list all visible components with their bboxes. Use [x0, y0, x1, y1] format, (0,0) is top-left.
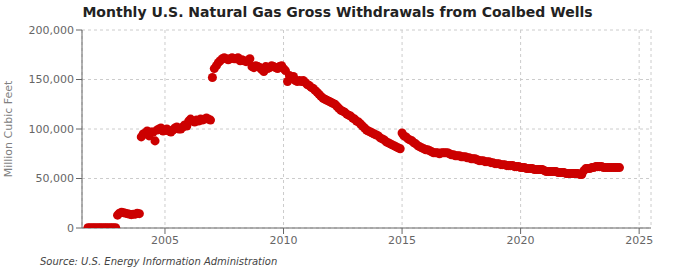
svg-text:50,000: 50,000 — [36, 172, 75, 185]
svg-text:200,000: 200,000 — [29, 24, 75, 37]
html-text:Source: U.S. Energy Informatio: Source: U.S. Energy Information Administ… — [40, 256, 278, 267]
svg-text:2005: 2005 — [151, 234, 179, 247]
html-text:Monthly U.S. Natural Gas Gross: Monthly U.S. Natural Gas Gross Withdrawa… — [82, 4, 593, 20]
svg-text:150,000: 150,000 — [29, 73, 75, 86]
svg-text:Million Cubic Feet: Million Cubic Feet — [2, 80, 15, 177]
svg-text:2010: 2010 — [270, 234, 298, 247]
svg-text:0: 0 — [67, 222, 74, 235]
svg-text:2015: 2015 — [388, 234, 416, 247]
svg-text:2025: 2025 — [625, 234, 653, 247]
svg-text:100,000: 100,000 — [29, 123, 75, 136]
svg-text:2020: 2020 — [507, 234, 535, 247]
